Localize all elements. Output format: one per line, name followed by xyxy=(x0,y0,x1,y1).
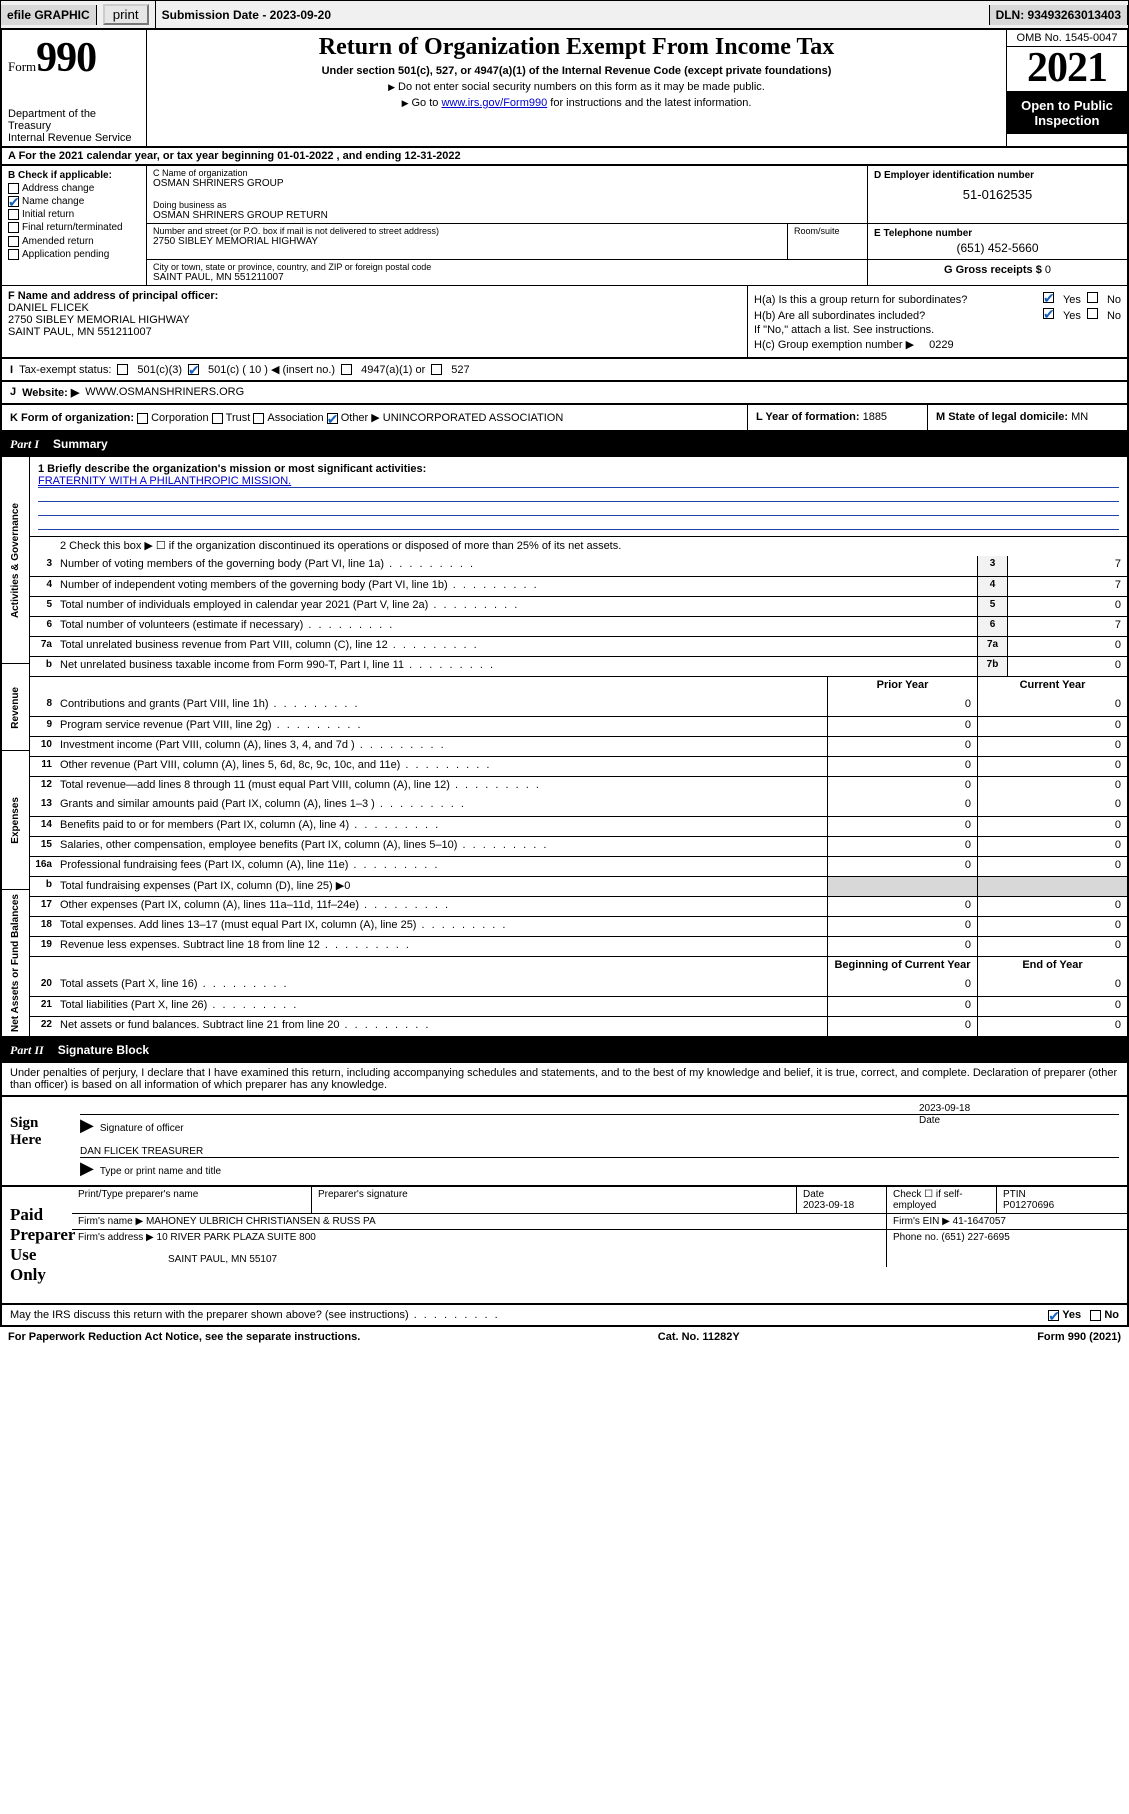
subtitle-2: Do not enter social security numbers on … xyxy=(155,81,998,93)
table-row: 19Revenue less expenses. Subtract line 1… xyxy=(30,936,1127,956)
department-label: Department of the TreasuryInternal Reven… xyxy=(8,108,140,144)
main-title: Return of Organization Exempt From Incom… xyxy=(155,34,998,61)
table-row: 14Benefits paid to or for members (Part … xyxy=(30,816,1127,836)
street: 2750 SIBLEY MEMORIAL HIGHWAY xyxy=(153,236,781,247)
col-b-label: B Check if applicable: xyxy=(8,170,140,181)
hb-no[interactable] xyxy=(1087,308,1098,319)
side-tabs: Activities & Governance Revenue Expenses… xyxy=(2,457,30,1036)
form-word: Form xyxy=(8,59,36,74)
discuss-no[interactable] xyxy=(1090,1310,1101,1321)
efile-label: efile GRAPHIC xyxy=(1,5,97,25)
table-row: 5Total number of individuals employed in… xyxy=(30,596,1127,616)
form-header: Form990 Department of the TreasuryIntern… xyxy=(0,29,1129,148)
discuss-row: May the IRS discuss this return with the… xyxy=(0,1305,1129,1327)
table-row: 8Contributions and grants (Part VIII, li… xyxy=(30,696,1127,716)
ein: 51-0162535 xyxy=(874,187,1121,202)
table-row: 18Total expenses. Add lines 13–17 (must … xyxy=(30,916,1127,936)
chk-address[interactable] xyxy=(8,183,19,194)
website-row: JWebsite: ▶ WWW.OSMANSHRINERS.ORG xyxy=(0,382,1129,405)
sign-here-block: Sign Here 2023-09-18 Signature of office… xyxy=(0,1097,1129,1187)
col-c-org: C Name of organizationOSMAN SHRINERS GRO… xyxy=(147,166,1127,285)
table-row: 13Grants and similar amounts paid (Part … xyxy=(30,796,1127,816)
gross-receipts: 0 xyxy=(1045,264,1051,276)
chk-app-pending[interactable] xyxy=(8,249,19,260)
website-url: WWW.OSMANSHRINERS.ORG xyxy=(85,386,244,399)
sig-declaration: Under penalties of perjury, I declare th… xyxy=(0,1063,1129,1097)
chk-final[interactable] xyxy=(8,222,19,233)
form-number: 990 xyxy=(36,35,96,81)
prep-phone: (651) 227-6695 xyxy=(941,1232,1009,1243)
chk-initial[interactable] xyxy=(8,209,19,220)
table-row: 22Net assets or fund balances. Subtract … xyxy=(30,1016,1127,1036)
summary-table: Activities & Governance Revenue Expenses… xyxy=(0,457,1129,1038)
print-button[interactable]: print xyxy=(103,4,149,25)
table-row: 12Total revenue—add lines 8 through 11 (… xyxy=(30,776,1127,796)
part2-header: Part II Signature Block xyxy=(0,1038,1129,1063)
chk-amended[interactable] xyxy=(8,236,19,247)
subtitle-1: Under section 501(c), 527, or 4947(a)(1)… xyxy=(155,65,998,77)
table-row: bNet unrelated business taxable income f… xyxy=(30,656,1127,676)
dln-label: DLN: 93493263013403 xyxy=(990,5,1128,25)
row-k: K Form of organization: Corporation Trus… xyxy=(0,405,1129,432)
discuss-yes[interactable] xyxy=(1048,1310,1059,1321)
top-toolbar: efile GRAPHIC print Submission Date - 20… xyxy=(0,0,1129,29)
table-row: 20Total assets (Part X, line 16) 00 xyxy=(30,976,1127,996)
signer-name: DAN FLICEK TREASURER xyxy=(80,1146,1119,1158)
table-row: 9Program service revenue (Part VIII, lin… xyxy=(30,716,1127,736)
col-b-checkboxes: B Check if applicable: Address change Na… xyxy=(2,166,147,285)
open-public-badge: Open to Public Inspection xyxy=(1007,92,1127,134)
group-exemption: 0229 xyxy=(929,339,953,351)
table-row: 16aProfessional fundraising fees (Part I… xyxy=(30,856,1127,876)
table-row: 6Total number of volunteers (estimate if… xyxy=(30,616,1127,636)
ha-no[interactable] xyxy=(1087,292,1098,303)
mission-block: 1 Briefly describe the organization's mi… xyxy=(30,457,1127,536)
table-row: 10Investment income (Part VIII, column (… xyxy=(30,736,1127,756)
phone: (651) 452-5660 xyxy=(874,241,1121,255)
submission-date: Submission Date - 2023-09-20 xyxy=(156,5,990,25)
irs-link[interactable]: www.irs.gov/Form990 xyxy=(441,97,547,109)
part1-header: Part I Summary xyxy=(0,432,1129,457)
subtitle-3: Go to www.irs.gov/Form990 for instructio… xyxy=(155,97,998,109)
identity-grid: B Check if applicable: Address change Na… xyxy=(0,166,1129,285)
table-row: 17Other expenses (Part IX, column (A), l… xyxy=(30,896,1127,916)
table-row: 7aTotal unrelated business revenue from … xyxy=(30,636,1127,656)
chk-name[interactable] xyxy=(8,196,19,207)
table-row: 3Number of voting members of the governi… xyxy=(30,556,1127,576)
officer-name: DANIEL FLICEK xyxy=(8,302,741,314)
dba-name: OSMAN SHRINERS GROUP RETURN xyxy=(153,210,861,221)
paid-preparer-block: Paid Preparer Use Only Print/Type prepar… xyxy=(0,1187,1129,1305)
officer-h-grid: F Name and address of principal officer:… xyxy=(0,285,1129,359)
print-cell: print xyxy=(97,1,156,28)
year-formation: 1885 xyxy=(863,411,887,423)
hb-yes[interactable] xyxy=(1043,308,1054,319)
org-name: OSMAN SHRINERS GROUP xyxy=(153,178,861,189)
ptin: P01270696 xyxy=(1003,1200,1054,1211)
domicile-state: MN xyxy=(1071,411,1088,423)
row-a-period: A For the 2021 calendar year, or tax yea… xyxy=(0,148,1129,166)
table-row: 4Number of independent voting members of… xyxy=(30,576,1127,596)
firm-name: MAHONEY ULBRICH CHRISTIANSEN & RUSS PA xyxy=(146,1216,376,1227)
page-footer: For Paperwork Reduction Act Notice, see … xyxy=(0,1327,1129,1347)
ha-yes[interactable] xyxy=(1043,292,1054,303)
table-row: 21Total liabilities (Part X, line 26) 00 xyxy=(30,996,1127,1016)
tax-year: 2021 xyxy=(1007,47,1127,92)
table-row: bTotal fundraising expenses (Part IX, co… xyxy=(30,876,1127,896)
table-row: 15Salaries, other compensation, employee… xyxy=(30,836,1127,856)
city: SAINT PAUL, MN 551211007 xyxy=(153,272,861,283)
table-row: 11Other revenue (Part VIII, column (A), … xyxy=(30,756,1127,776)
mission-text[interactable]: FRATERNITY WITH A PHILANTHROPIC MISSION. xyxy=(38,475,291,487)
firm-ein: 41-1647057 xyxy=(953,1216,1006,1227)
tax-exempt-row: ITax-exempt status: 501(c)(3) 501(c) ( 1… xyxy=(0,359,1129,382)
